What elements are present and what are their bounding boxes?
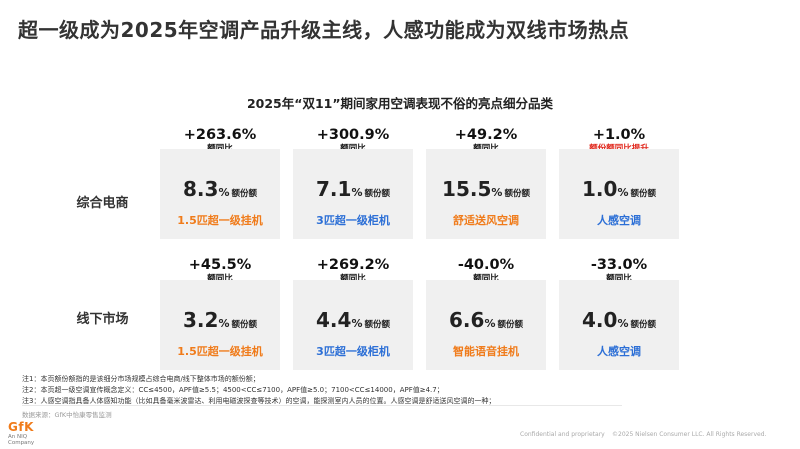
segment-category: 人感空调 <box>597 214 641 227</box>
share-line: 6.6% 额份额 <box>426 308 546 332</box>
share-unit: 额份额 <box>497 320 523 330</box>
segment-card: 4.4% 额份额 3匹超一级柜机 <box>293 280 413 370</box>
segment-category: 舒适送风空调 <box>453 214 519 227</box>
segment-card: 3.2% 额份额 1.5匹超一级挂机 <box>160 280 280 370</box>
share-percent-sign: % <box>617 186 629 199</box>
segment-card: 7.1% 额份额 3匹超一级柜机 <box>293 149 413 239</box>
segment-category: 人感空调 <box>597 345 641 358</box>
segment-card: 1.0% 额份额人感空调 <box>559 149 679 239</box>
growth-label: 额同比 <box>340 274 366 284</box>
footer-confidential: Confidential and proprietary <box>520 431 605 438</box>
page-title: 超一级成为2025年空调产品升级主线，人感功能成为双线市场热点 <box>18 18 630 42</box>
growth-value: -33.0% <box>590 257 648 273</box>
share-line: 1.0% 额份额 <box>559 177 679 201</box>
share-value: 15.5 <box>442 177 492 201</box>
growth-value: +300.9% <box>316 127 390 143</box>
share-percent-sign: % <box>218 317 230 330</box>
share-percent-sign: % <box>218 186 230 199</box>
segment-category: 1.5匹超一级挂机 <box>177 214 263 227</box>
growth-block: +45.5% 额同比 <box>160 257 280 285</box>
growth-block: +269.2% 额同比 <box>293 257 413 285</box>
segment-card: 4.0% 额份额人感空调 <box>559 280 679 370</box>
share-percent-sign: % <box>351 186 363 199</box>
share-line: 4.0% 额份额 <box>559 308 679 332</box>
growth-value: +45.5% <box>188 257 252 273</box>
share-value: 1.0 <box>582 177 618 201</box>
share-value: 6.6 <box>449 308 485 332</box>
share-percent-sign: % <box>491 186 503 199</box>
share-value: 3.2 <box>183 308 219 332</box>
share-percent-sign: % <box>351 317 363 330</box>
growth-value: +269.2% <box>316 257 390 273</box>
share-unit: 额份额 <box>630 320 656 330</box>
growth-value: -40.0% <box>457 257 515 273</box>
share-percent-sign: % <box>484 317 496 330</box>
share-percent-sign: % <box>617 317 629 330</box>
share-unit: 额份额 <box>630 189 656 199</box>
share-value: 4.4 <box>316 308 352 332</box>
share-line: 15.5% 额份额 <box>426 177 546 201</box>
growth-value: +263.6% <box>183 127 257 143</box>
segment-category: 智能语音挂机 <box>453 345 519 358</box>
footnotes: 注1：本页额份额指的是该细分市场规模占综合电商/线下整体市场的额份额； 注2：本… <box>22 374 495 407</box>
segment-category: 3匹超一级柜机 <box>316 214 390 227</box>
growth-block: -33.0% 额同比 <box>559 257 679 285</box>
growth-value: +1.0% <box>592 127 646 143</box>
growth-block: -40.0% 额同比 <box>426 257 546 285</box>
growth-label: 额同比 <box>606 274 632 284</box>
note-2: 注2：本页超一级空调宣传概念定义：CC≤4500，APF值≥5.5；4500<C… <box>22 386 444 394</box>
share-value: 7.1 <box>316 177 352 201</box>
share-line: 4.4% 额份额 <box>293 308 413 332</box>
row-label: 线下市场 <box>76 312 129 327</box>
note-3: 注3：人感空调指具备人体感知功能（比如具备毫米波雷达、利用电磁波探查等技术）的空… <box>22 397 496 405</box>
share-unit: 额份额 <box>364 189 390 199</box>
share-value: 4.0 <box>582 308 618 332</box>
share-unit: 额份额 <box>231 320 257 330</box>
share-unit: 额份额 <box>231 189 257 199</box>
segment-card: 6.6% 额份额智能语音挂机 <box>426 280 546 370</box>
share-line: 7.1% 额份额 <box>293 177 413 201</box>
share-unit: 额份额 <box>504 189 530 199</box>
data-source: 数据来源：GfK中怡康零售监测 <box>22 411 112 419</box>
growth-label: 额同比 <box>473 274 499 284</box>
share-unit: 额份额 <box>364 320 390 330</box>
logo-sub-2: Company <box>8 440 35 446</box>
segment-card: 15.5% 额份额舒适送风空调 <box>426 149 546 239</box>
segment-category: 3匹超一级柜机 <box>316 345 390 358</box>
chart-subtitle: 2025年“双11”期间家用空调表现不俗的亮点细分品类 <box>246 96 554 111</box>
segment-category: 1.5匹超一级挂机 <box>177 345 263 358</box>
share-line: 8.3% 额份额 <box>160 177 280 201</box>
logo-wordmark: GfK <box>8 420 34 434</box>
row-label: 综合电商 <box>76 196 129 211</box>
logo-sub-1: An NIQ <box>8 434 28 440</box>
gfk-logo: GfK An NIQ Company <box>8 420 58 446</box>
divider <box>22 405 622 406</box>
growth-value: +49.2% <box>454 127 518 143</box>
segment-card: 8.3% 额份额 1.5匹超一级挂机 <box>160 149 280 239</box>
growth-label: 额同比 <box>207 274 233 284</box>
note-1: 注1：本页额份额指的是该细分市场规模占综合电商/线下整体市场的额份额； <box>22 375 260 383</box>
share-value: 8.3 <box>183 177 219 201</box>
footer-copyright: ©2025 Nielsen Consumer LLC. All Rights R… <box>612 431 767 438</box>
share-line: 3.2% 额份额 <box>160 308 280 332</box>
